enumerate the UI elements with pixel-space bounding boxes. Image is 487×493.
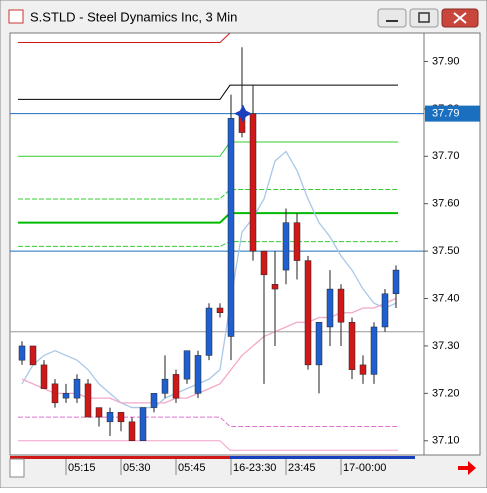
x-tick-label: 17-00:00 <box>343 462 386 474</box>
x-tick-label: 23:45 <box>288 462 316 474</box>
level-line <box>18 141 398 157</box>
candle-body <box>359 364 367 375</box>
candle-body <box>73 378 81 399</box>
candle-body <box>260 250 268 276</box>
candle-body <box>348 321 356 370</box>
level-line <box>18 32 231 43</box>
y-tick-label: 37.20 <box>432 387 460 399</box>
chart-area <box>9 32 481 456</box>
candle-body <box>249 113 257 252</box>
candle-body <box>326 288 334 328</box>
candle-body <box>282 222 290 271</box>
candle-body <box>227 118 235 337</box>
y-tick-label: 37.40 <box>432 292 460 304</box>
candle-body <box>293 222 301 261</box>
x-tick-label: 05:30 <box>123 462 151 474</box>
candle-body <box>139 407 147 442</box>
session-bar <box>230 456 415 459</box>
candle-body <box>216 307 224 314</box>
level-line <box>18 241 398 247</box>
level-line <box>18 440 398 451</box>
candle-body <box>128 421 136 442</box>
candle-body <box>370 326 378 375</box>
candle-body <box>194 355 202 394</box>
app-icon <box>8 9 24 24</box>
candle-body <box>29 345 37 366</box>
y-tick-label: 37.70 <box>432 150 460 162</box>
maximize-button[interactable] <box>409 8 439 28</box>
candle-body <box>51 383 59 404</box>
window-title: S.STLD - Steel Dynamics Inc, 3 Min <box>30 9 237 24</box>
candle-body <box>84 383 92 418</box>
level-line <box>18 84 398 100</box>
average-line <box>21 150 397 409</box>
current-price-box <box>425 105 480 122</box>
level-line <box>18 188 398 200</box>
candle-body <box>392 269 400 295</box>
x-tick-label: 05:45 <box>178 462 206 474</box>
candle-body <box>40 364 48 389</box>
close-button[interactable] <box>441 8 479 28</box>
candle-body <box>304 260 312 366</box>
candle-body <box>381 293 389 328</box>
candle-body <box>172 374 180 399</box>
x-tick-label: 16-23:30 <box>233 462 276 474</box>
scroll-box[interactable] <box>9 458 25 478</box>
session-bar <box>10 456 230 459</box>
average-line <box>21 297 397 404</box>
candle-body <box>95 407 103 418</box>
candle-body <box>315 321 323 366</box>
x-tick-label: 05:15 <box>68 462 96 474</box>
candle-body <box>62 393 70 399</box>
candle-body <box>150 393 158 408</box>
candle-body <box>271 284 279 290</box>
candle-body <box>117 412 125 423</box>
candle-body <box>106 412 114 423</box>
y-tick-label: 37.50 <box>432 245 460 257</box>
candle-body <box>161 378 169 394</box>
y-tick-label: 37.10 <box>432 435 460 447</box>
candle-body <box>205 307 213 356</box>
star-marker <box>234 104 252 123</box>
current-price-label: 37.79 <box>432 108 460 120</box>
minimize-button[interactable] <box>377 8 407 28</box>
y-tick-label: 37.90 <box>432 55 460 67</box>
y-tick-label: 37.60 <box>432 198 460 210</box>
candle-body <box>337 288 345 323</box>
y-tick-label: 37.30 <box>432 340 460 352</box>
scroll-arrow[interactable] <box>458 461 476 475</box>
candle-body <box>18 345 26 361</box>
candle-body <box>183 350 191 380</box>
plot: 37.1037.2037.3037.4037.5037.6037.7037.80… <box>10 32 480 475</box>
